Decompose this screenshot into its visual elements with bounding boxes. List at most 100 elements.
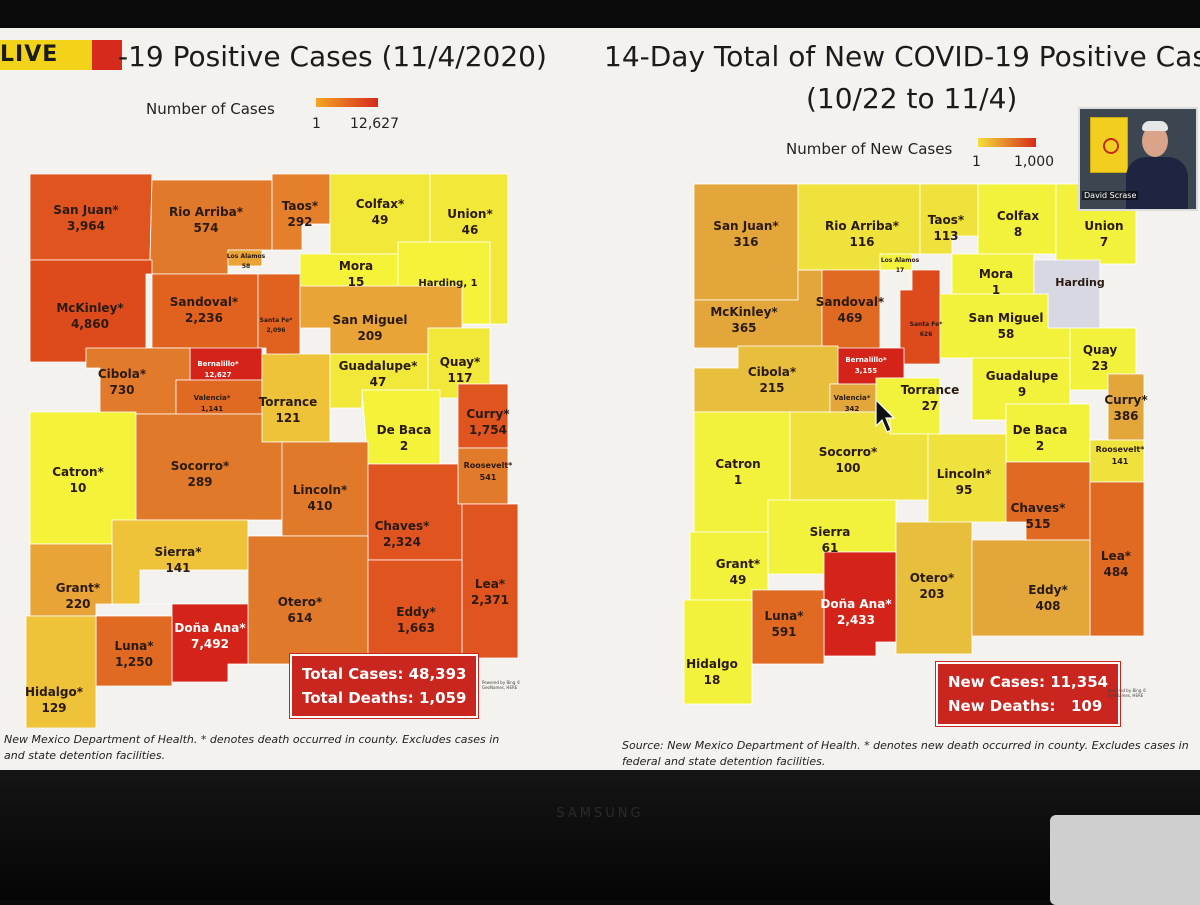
right-label-curry: Curry*	[1104, 393, 1148, 407]
right-label-valencia: Valencia*	[834, 394, 871, 402]
right-source-note: Source: New Mexico Department of Health.…	[622, 738, 1189, 770]
left-label-santa-fe: Santa Fe*	[260, 317, 294, 324]
left-value-santa-fe: 2,096	[267, 327, 286, 334]
left-source-note: New Mexico Department of Health. * denot…	[4, 732, 499, 764]
left-value-sandoval: 2,236	[185, 311, 223, 325]
right-value-bernalillo: 3,155	[855, 367, 877, 375]
left-label-lincoln: Lincoln*	[293, 483, 348, 497]
left-label-torrance: Torrance	[259, 395, 318, 409]
right-label-mora: Mora	[979, 267, 1013, 281]
left-label-chaves: Chaves*	[375, 519, 431, 533]
left-label-guadalupe: Guadalupe*	[339, 359, 419, 373]
right-value-torrance: 27	[922, 399, 939, 413]
right-value-taos: 113	[933, 229, 958, 243]
right-label-otero: Otero*	[910, 571, 955, 585]
speaker-body	[1126, 157, 1188, 209]
right-powered-by: Powered by Bing © GeoNames, HERE	[1108, 688, 1147, 698]
right-label-harding: Harding	[1055, 276, 1104, 289]
right-value-hidalgo: 18	[704, 673, 721, 687]
right-label-bernalillo: Bernalillo*	[845, 356, 887, 364]
right-value-valencia: 342	[845, 405, 860, 413]
left-legend-gradient	[316, 98, 378, 107]
left-label-grant: Grant*	[56, 581, 101, 595]
left-label-mckinley: McKinley*	[56, 301, 124, 315]
right-value-colfax: 8	[1014, 225, 1022, 239]
new-deaths-label: New Deaths: 109	[948, 697, 1103, 715]
right-value-de-baca: 2	[1036, 439, 1044, 453]
right-label-guadalupe: Guadalupe	[986, 369, 1059, 383]
total-cases-label: Total Cases: 48,393	[302, 665, 467, 683]
left-label-eddy: Eddy*	[396, 605, 436, 619]
right-value-socorro: 100	[835, 461, 860, 475]
tv-bezel-top	[0, 0, 1200, 28]
right-value-sierra: 61	[822, 541, 839, 555]
left-map-title: -19 Positive Cases (11/4/2020)	[118, 40, 547, 73]
left-label-curry: Curry*	[466, 407, 510, 421]
left-county-mckinley	[29, 259, 153, 363]
right-value-guadalupe: 9	[1018, 385, 1026, 399]
right-label-chaves: Chaves*	[1011, 501, 1067, 515]
right-value-mckinley: 365	[731, 321, 756, 335]
right-label-eddy: Eddy*	[1028, 583, 1068, 597]
left-value-de-baca: 2	[400, 439, 408, 453]
left-label-sierra: Sierra*	[154, 545, 202, 559]
left-value-sierra: 141	[165, 561, 190, 575]
webcam-name-label: David Scrase	[1082, 191, 1139, 200]
left-value-guadalupe: 47	[370, 375, 387, 389]
right-label-san-juan: San Juan*	[713, 219, 779, 233]
right-map-title-line1: 14-Day Total of New COVID-19 Positive Ca…	[604, 40, 1200, 73]
right-value-lincoln: 95	[956, 483, 973, 497]
left-value-valencia: 1,141	[201, 405, 223, 413]
right-value-sandoval: 469	[837, 311, 862, 325]
right-legend-title: Number of New Cases	[786, 140, 953, 158]
right-county-cibola	[693, 345, 839, 413]
right-label-quay: Quay	[1083, 343, 1117, 357]
left-value-otero: 614	[287, 611, 312, 625]
left-value-quay: 117	[447, 371, 472, 385]
left-value-catron: 10	[70, 481, 87, 495]
left-label-roosevelt: Roosevelt*	[464, 461, 514, 470]
right-value-catron: 1	[734, 473, 742, 487]
right-label-rio-arriba: Rio Arriba*	[825, 219, 900, 233]
right-label-lincoln: Lincoln*	[937, 467, 992, 481]
left-value-mckinley: 4,860	[71, 317, 109, 331]
nm-flag-icon	[1090, 117, 1128, 173]
right-label-los-alamos: Los Alamos	[881, 257, 920, 264]
left-legend-max: 12,627	[350, 116, 399, 132]
right-label-mckinley: McKinley*	[710, 305, 778, 319]
right-label-torrance: Torrance	[901, 383, 960, 397]
left-county-los-alamos	[227, 249, 263, 267]
left-source-line1: New Mexico Department of Health. * denot…	[4, 733, 500, 746]
left-value-torrance: 121	[275, 411, 300, 425]
left-label-de-baca: De Baca	[377, 423, 432, 437]
right-value-rio-arriba: 116	[849, 235, 874, 249]
left-label-otero: Otero*	[278, 595, 323, 609]
left-label-taos: Taos*	[282, 199, 319, 213]
left-label-bernalillo: Bernalillo*	[197, 360, 239, 368]
right-map-title-line2: (10/22 to 11/4)	[806, 82, 1018, 115]
right-label-sierra: Sierra	[810, 525, 851, 539]
right-label-santa-fe: Santa Fe*	[910, 321, 944, 328]
left-value-lea: 2,371	[471, 593, 509, 607]
right-value-eddy: 408	[1035, 599, 1060, 613]
right-totals-box: New Cases: 11,354 New Deaths: 109	[934, 661, 1122, 727]
right-value-mora: 1	[992, 283, 1000, 297]
right-value-quay: 23	[1092, 359, 1109, 373]
right-label-luna: Luna*	[764, 609, 804, 623]
right-county-map: San Juan* 316 Rio Arriba* 116 Taos* 113 Colfax…	[683, 183, 1148, 705]
right-value-luna: 591	[771, 625, 796, 639]
right-label-de-baca: De Baca	[1013, 423, 1068, 437]
left-value-do-a-ana: 7,492	[191, 637, 229, 651]
right-label-roosevelt: Roosevelt*	[1096, 445, 1146, 454]
right-value-otero: 203	[919, 587, 944, 601]
left-value-lincoln: 410	[307, 499, 332, 513]
left-label-colfax: Colfax*	[356, 197, 405, 211]
new-cases-label: New Cases: 11,354	[948, 673, 1109, 691]
left-value-san-juan: 3,964	[67, 219, 105, 233]
left-label-hidalgo: Hidalgo*	[25, 685, 84, 699]
right-county-eddy	[971, 539, 1091, 637]
left-label-luna: Luna*	[114, 639, 154, 653]
left-label-mora: Mora	[339, 259, 373, 273]
left-value-taos: 292	[287, 215, 312, 229]
left-value-grant: 220	[65, 597, 90, 611]
